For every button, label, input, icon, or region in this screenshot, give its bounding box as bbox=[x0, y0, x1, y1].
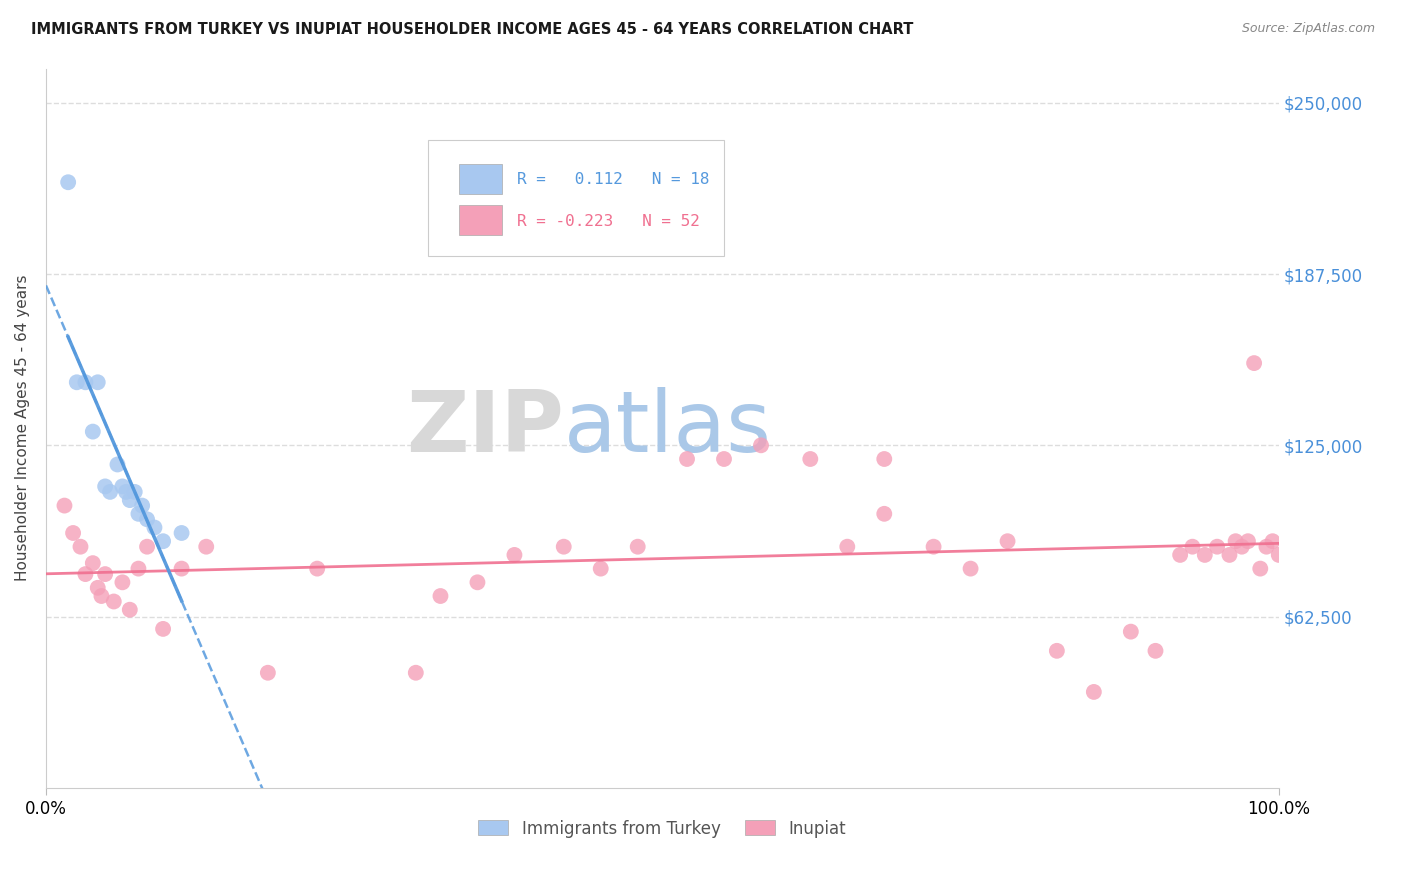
Point bbox=[136, 540, 159, 554]
Legend: Immigrants from Turkey, Inupiat: Immigrants from Turkey, Inupiat bbox=[471, 813, 853, 844]
Point bbox=[405, 665, 427, 680]
Point bbox=[1261, 534, 1284, 549]
Point bbox=[922, 540, 945, 554]
Point bbox=[257, 665, 280, 680]
FancyBboxPatch shape bbox=[458, 205, 502, 235]
Point bbox=[98, 484, 121, 499]
Point bbox=[799, 452, 821, 467]
Point bbox=[837, 540, 859, 554]
Point bbox=[713, 452, 735, 467]
Point bbox=[1268, 548, 1291, 562]
Point bbox=[1230, 540, 1253, 554]
Point bbox=[170, 561, 193, 575]
Point bbox=[467, 575, 489, 590]
Point bbox=[69, 540, 91, 554]
Point bbox=[1256, 540, 1278, 554]
Point bbox=[152, 534, 174, 549]
Point bbox=[131, 499, 153, 513]
Point bbox=[111, 575, 134, 590]
Point bbox=[1237, 534, 1260, 549]
Point bbox=[118, 603, 141, 617]
Y-axis label: Householder Income Ages 45 - 64 years: Householder Income Ages 45 - 64 years bbox=[15, 275, 30, 582]
Point bbox=[75, 376, 97, 390]
Point bbox=[127, 507, 149, 521]
Point bbox=[1243, 356, 1265, 370]
Point bbox=[1083, 685, 1105, 699]
Point bbox=[873, 452, 896, 467]
Text: atlas: atlas bbox=[564, 386, 772, 470]
Point bbox=[1144, 644, 1167, 658]
Point bbox=[1225, 534, 1247, 549]
Point bbox=[143, 520, 166, 534]
Point bbox=[94, 567, 117, 582]
Point bbox=[136, 512, 159, 526]
Point bbox=[56, 175, 79, 189]
Text: IMMIGRANTS FROM TURKEY VS INUPIAT HOUSEHOLDER INCOME AGES 45 - 64 YEARS CORRELAT: IMMIGRANTS FROM TURKEY VS INUPIAT HOUSEH… bbox=[31, 22, 914, 37]
Point bbox=[1218, 548, 1240, 562]
Point bbox=[553, 540, 575, 554]
Point bbox=[1168, 548, 1191, 562]
Point bbox=[959, 561, 981, 575]
Point bbox=[111, 479, 134, 493]
Point bbox=[94, 479, 117, 493]
Point bbox=[1181, 540, 1204, 554]
Point bbox=[429, 589, 451, 603]
Point bbox=[627, 540, 650, 554]
Point bbox=[307, 561, 329, 575]
Point bbox=[115, 484, 138, 499]
Point bbox=[152, 622, 174, 636]
Point bbox=[1249, 561, 1271, 575]
Point bbox=[66, 376, 89, 390]
Point bbox=[62, 526, 84, 541]
Point bbox=[1119, 624, 1142, 639]
Point bbox=[1194, 548, 1216, 562]
FancyBboxPatch shape bbox=[458, 164, 502, 194]
Point bbox=[195, 540, 218, 554]
Point bbox=[1046, 644, 1069, 658]
Text: Source: ZipAtlas.com: Source: ZipAtlas.com bbox=[1241, 22, 1375, 36]
Point bbox=[53, 499, 76, 513]
Point bbox=[82, 556, 104, 570]
Point bbox=[749, 438, 772, 452]
Text: R = -0.223   N = 52: R = -0.223 N = 52 bbox=[517, 213, 700, 228]
Text: ZIP: ZIP bbox=[406, 386, 564, 470]
Point bbox=[1206, 540, 1229, 554]
Point bbox=[589, 561, 612, 575]
FancyBboxPatch shape bbox=[429, 140, 724, 255]
Text: R =   0.112   N = 18: R = 0.112 N = 18 bbox=[517, 172, 710, 186]
Point bbox=[118, 493, 141, 508]
Point bbox=[82, 425, 104, 439]
Point bbox=[997, 534, 1019, 549]
Point bbox=[90, 589, 112, 603]
Point bbox=[103, 594, 125, 608]
Point bbox=[87, 376, 110, 390]
Point bbox=[124, 484, 146, 499]
Point bbox=[87, 581, 110, 595]
Point bbox=[503, 548, 526, 562]
Point bbox=[107, 458, 129, 472]
Point bbox=[75, 567, 97, 582]
Point bbox=[873, 507, 896, 521]
Point bbox=[170, 526, 193, 541]
Point bbox=[127, 561, 149, 575]
Point bbox=[676, 452, 699, 467]
